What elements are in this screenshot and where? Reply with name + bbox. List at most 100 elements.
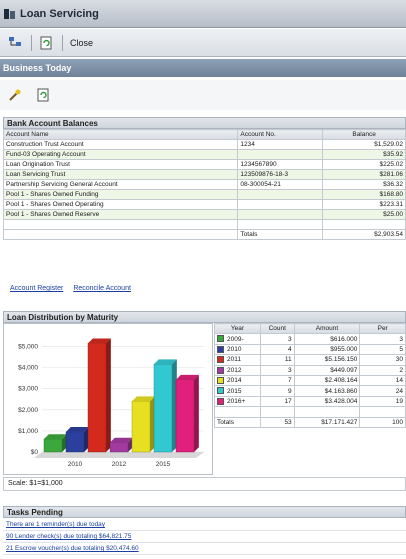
bank-account-row[interactable]: Pool 1 - Shares Owned Reserve $25.00 [2,209,406,220]
bar-top-2011 [88,338,111,344]
year-label: 2010 [227,346,242,354]
document-refresh-icon [37,88,49,102]
year-label: 2016+ [227,398,246,406]
loan-maturity-row[interactable]: 2016+ 17 $3.428.004 19 [214,395,406,408]
account-no-cell [237,149,324,160]
bank-account-row[interactable]: Pool 1 - Shares Owned Funding $168.80 [2,189,406,200]
amount-cell: $2.408.164 [293,374,361,387]
balance-cell: $281.06 [322,169,406,180]
count-cell: 3 [259,333,295,345]
year-label: 2014 [227,377,242,385]
column-header-percent[interactable]: Per [359,322,406,335]
business-today-header: Business Today [0,59,406,77]
y-tick-label: $0 [31,449,39,456]
loan-totals-amount: $17.171.427 [293,416,361,428]
column-header-amount[interactable]: Amount [293,322,361,335]
close-button[interactable]: Close [66,33,97,53]
bank-account-row[interactable]: Loan Origination Trust 1234567890 $225.02 [2,159,406,170]
refresh-button[interactable] [35,33,57,53]
legend-swatch [217,366,224,374]
tree-view-button[interactable] [4,33,26,53]
loan-maturity-row[interactable]: 2009- 3 $616.000 3 [214,333,406,345]
task-link[interactable]: There are 1 reminder(s) due today [3,519,406,531]
year-label: 2012 [227,366,242,374]
bank-account-row[interactable]: Partnership Servicing General Account 08-… [2,179,406,190]
task-link[interactable]: 90 Lender check(s) due totaling $64,821.… [3,531,406,543]
customize-button[interactable] [4,85,26,105]
bank-account-row[interactable]: Loan Servicing Trust 123509876-18-3 $281.0… [2,169,406,180]
toolbar-separator [31,34,32,51]
x-tick-label: 2012 [112,461,127,468]
loan-distribution-table: Year Count Amount Per 2009- 3 $616.000 3 201… [214,322,406,428]
loan-maturity-chart: $0 $1,000 $2,000 $3,000 $4,000 $5,000 2010 2012… [3,323,213,475]
account-register-link[interactable]: Account Register [10,285,64,292]
amount-cell: $4.163.860 [293,385,361,397]
tasks-pending-list: There are 1 reminder(s) due today 90 Lend… [3,519,406,555]
bar-2014 [131,401,151,453]
account-no-cell: 08-300054-21 [237,179,324,190]
account-name-cell: Construction Trust Account [2,139,239,150]
year-cell: 2012 [214,364,261,376]
amount-cell: $5.156.150 [293,354,361,366]
y-tick-label: $1,000 [18,428,38,435]
bank-account-row[interactable]: Fund-03 Operating Account $35.92 [2,149,406,160]
bank-balances-header: Bank Account Balances [3,117,406,129]
year-label: 2011 [227,356,241,364]
legend-swatch [217,387,224,395]
balance-cell: $35.92 [322,149,406,160]
year-label: 2015 [227,387,242,395]
bank-links: Account Register Reconcile Account [10,285,131,292]
percent-cell: 3 [359,333,406,345]
spacer-cell [2,219,239,230]
loan-maturity-row[interactable]: 2011 11 $5.156.150 30 [214,354,406,366]
column-header-account-no[interactable]: Account No. [237,129,324,140]
year-cell: 2011 [214,354,261,366]
column-header-account-name[interactable]: Account Name [2,129,239,140]
column-header-balance[interactable]: Balance [322,129,406,140]
amount-cell: $3.428.004 [293,395,361,408]
count-cell: 17 [259,395,295,408]
bar-side-2010 [84,427,89,452]
totals-blank [2,229,239,240]
legend-swatch [217,397,224,405]
bar-top-2015 [154,359,177,365]
account-no-cell: 1234567890 [237,159,324,170]
year-cell: 2014 [214,374,261,387]
percent-cell: 19 [359,395,406,408]
count-cell: 9 [259,385,295,397]
amount-cell: $449.097 [293,364,361,376]
legend-swatch [217,356,224,364]
reconcile-account-link[interactable]: Reconcile Account [73,285,131,292]
bank-balances-table: Account Name Account No. Balance Constru… [2,129,406,240]
loan-maturity-row[interactable]: 2010 4 $955.000 5 [214,343,406,356]
bar-2011 [87,343,107,453]
column-header-count[interactable]: Count [259,322,295,335]
loan-maturity-row[interactable]: 2015 9 $4.163.860 24 [214,385,406,397]
balance-cell: $168.80 [322,189,406,200]
loan-totals-label: Totals [214,416,261,428]
bar-top-2012 [110,437,133,443]
account-no-cell: 1234 [237,139,324,150]
loan-maturity-row[interactable]: 2012 3 $449.097 2 [214,364,406,376]
balance-cell: $223.31 [322,199,406,210]
loan-totals-count: 53 [259,416,295,428]
loan-distribution-header: Loan Distribution by Maturity [3,311,406,323]
x-tick-label: 2015 [156,461,171,468]
tasks-pending-header: Tasks Pending [3,506,406,518]
year-cell: 2016+ [214,395,261,408]
legend-swatch [217,335,224,343]
bank-account-row[interactable]: Construction Trust Account 1234 $1,529.02 [2,139,406,150]
x-tick-label: 2010 [68,461,83,468]
bank-account-row[interactable]: Pool 1 - Shares Owned Operating $223.31 [2,199,406,210]
bar-2010 [65,431,85,453]
y-tick-label: $4,000 [18,365,38,372]
bar-2009- [43,438,63,453]
document-refresh-icon [40,36,52,49]
refresh-dashboard-button[interactable] [32,85,54,105]
spacer-cell [259,406,295,418]
column-header-year[interactable]: Year [214,322,261,335]
loan-totals-pct: 100 [359,416,406,428]
count-cell: 11 [259,354,295,366]
loan-maturity-row[interactable]: 2014 7 $2.408.164 14 [214,374,406,387]
task-link[interactable]: 21 Escrow voucher(s) due totaling $20,47… [3,543,406,555]
